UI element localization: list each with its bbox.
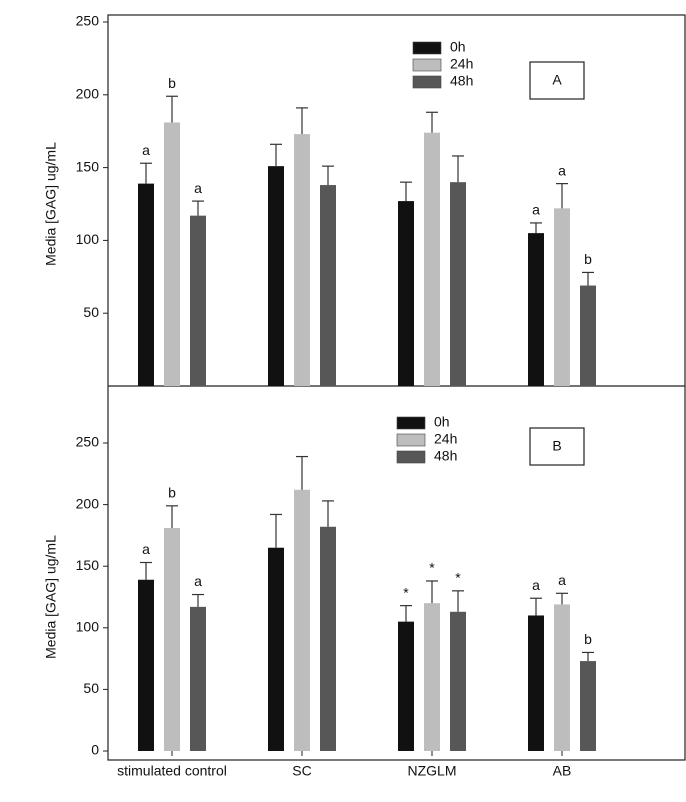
legend-label: 24h — [434, 431, 457, 447]
significance-label: * — [455, 570, 461, 586]
bar — [268, 166, 284, 386]
significance-label: b — [584, 631, 592, 647]
legend-swatch — [412, 75, 442, 89]
legend-swatch — [396, 450, 426, 464]
bar — [294, 489, 310, 751]
panel-label: B — [552, 438, 561, 454]
legend-label: 48h — [434, 448, 457, 464]
bar — [138, 579, 154, 751]
legend-swatch — [396, 416, 426, 430]
significance-label: a — [558, 572, 566, 588]
bar — [528, 233, 544, 386]
bar — [554, 604, 570, 751]
bar — [294, 134, 310, 386]
bar — [320, 526, 336, 751]
legend-swatch — [396, 433, 426, 447]
bar — [554, 208, 570, 386]
legend-swatch — [412, 41, 442, 55]
panel-label: A — [552, 72, 562, 88]
legend-label: 0h — [450, 39, 466, 55]
legend-label: 0h — [434, 414, 450, 430]
y-axis-label: Media [GAG] ug/mL — [43, 142, 59, 266]
significance-label: a — [194, 180, 202, 196]
bar — [164, 528, 180, 751]
bar — [320, 185, 336, 386]
panel-label-box — [529, 427, 585, 466]
y-tick-label: 100 — [76, 619, 100, 635]
y-tick-label: 50 — [83, 304, 99, 320]
bar — [190, 606, 206, 751]
significance-label: a — [142, 541, 150, 557]
y-tick-label: 250 — [76, 13, 100, 29]
bar — [424, 132, 440, 386]
frame — [107, 14, 686, 761]
bar — [424, 603, 440, 751]
bar — [528, 615, 544, 751]
y-tick-label: 250 — [76, 434, 100, 450]
y-tick-label: 0 — [91, 742, 99, 758]
y-tick-label: 200 — [76, 495, 100, 511]
bar — [138, 183, 154, 386]
significance-label: a — [532, 577, 540, 593]
panel-label-box — [529, 61, 585, 100]
bar — [268, 547, 284, 751]
legend-label: 24h — [450, 56, 473, 72]
significance-label: a — [532, 202, 540, 218]
bar — [398, 621, 414, 751]
bar — [164, 122, 180, 387]
bar — [580, 661, 596, 751]
x-tick-label: NZGLM — [408, 763, 457, 779]
legend-label: 48h — [450, 73, 473, 89]
bar — [580, 285, 596, 386]
x-tick-label: AB — [553, 763, 572, 779]
y-tick-label: 150 — [76, 158, 100, 174]
significance-label: a — [142, 142, 150, 158]
significance-label: * — [429, 560, 435, 576]
bar — [450, 611, 466, 751]
significance-label: a — [194, 573, 202, 589]
y-tick-label: 200 — [76, 86, 100, 102]
x-tick-label: stimulated control — [117, 763, 227, 779]
significance-label: * — [403, 584, 409, 600]
legend-swatch — [412, 58, 442, 72]
significance-label: b — [168, 485, 176, 501]
significance-label: b — [584, 251, 592, 267]
significance-label: a — [558, 162, 566, 178]
y-axis-label: Media [GAG] ug/mL — [43, 535, 59, 659]
bar — [190, 215, 206, 386]
x-tick-label: SC — [292, 763, 311, 779]
bar — [398, 201, 414, 386]
bar — [450, 182, 466, 386]
y-tick-label: 100 — [76, 231, 100, 247]
y-tick-label: 50 — [83, 680, 99, 696]
significance-label: b — [168, 75, 176, 91]
y-tick-label: 150 — [76, 557, 100, 573]
